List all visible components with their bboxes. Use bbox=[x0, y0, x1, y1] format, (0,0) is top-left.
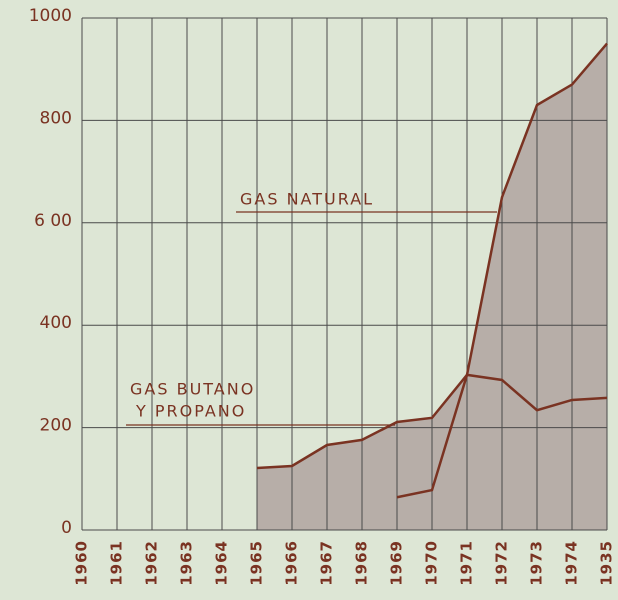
line bbox=[256, 373, 608, 470]
x-tick-label: 1969 bbox=[388, 540, 406, 586]
x-tick-label: 1935 bbox=[598, 540, 616, 586]
x-tick-label: 1962 bbox=[143, 540, 161, 586]
x-tick-label: 1964 bbox=[213, 540, 231, 586]
annotation: GAS BUTANO bbox=[130, 380, 255, 399]
annotation: Y PROPANO bbox=[135, 402, 246, 421]
x-tick-label: 1960 bbox=[73, 540, 91, 586]
x-tick-label: 1967 bbox=[318, 540, 336, 586]
y-tick-label: 200 bbox=[40, 416, 72, 436]
x-tick-label: 1974 bbox=[563, 540, 581, 586]
x-tick-label: 1965 bbox=[248, 540, 266, 586]
y-tick-label: 6 00 bbox=[34, 211, 72, 231]
x-tick-label: 1970 bbox=[423, 540, 441, 586]
x-tick-label: 1961 bbox=[108, 540, 126, 586]
y-tick-label: 800 bbox=[40, 108, 72, 128]
x-tick-label: 1973 bbox=[528, 540, 546, 586]
x-tick-label: 1966 bbox=[283, 540, 301, 586]
y-tick-label: 0 bbox=[61, 518, 72, 538]
y-tick-label: 1000 bbox=[29, 6, 72, 26]
y-tick-label: 400 bbox=[40, 313, 72, 333]
x-tick-label: 1971 bbox=[458, 540, 476, 586]
x-tick-label: 1963 bbox=[178, 540, 196, 586]
annotation: GAS NATURAL bbox=[240, 190, 374, 209]
x-tick-label: 1972 bbox=[493, 540, 511, 586]
line bbox=[396, 42, 608, 499]
x-tick-label: 1968 bbox=[353, 540, 371, 586]
